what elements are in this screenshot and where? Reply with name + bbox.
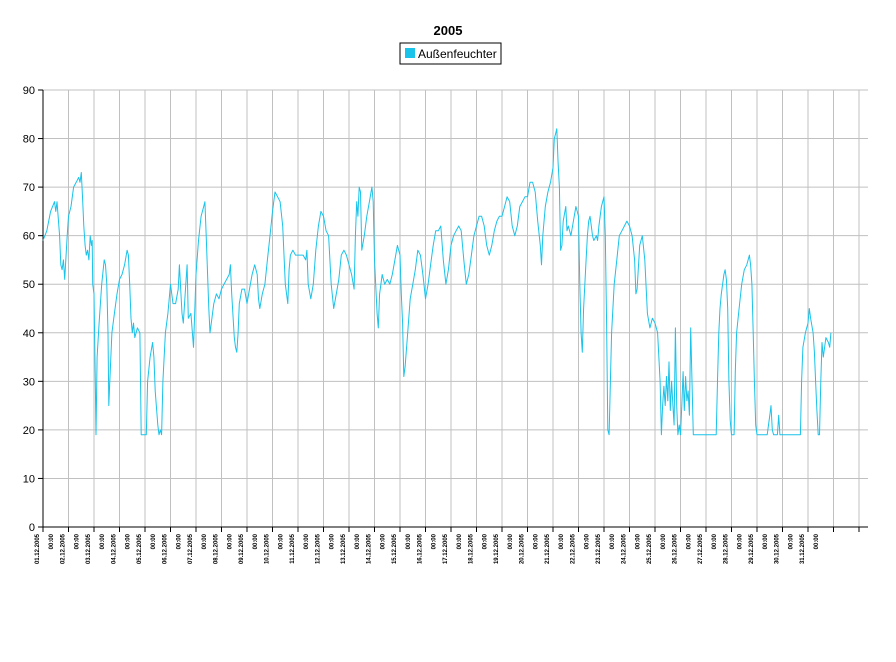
x-axis-ticks: 01.12.2005 00:00 02.12.2005 00:00 03.12.2005… xyxy=(35,527,860,564)
x-tick-label-time: 00:00 xyxy=(75,533,81,549)
x-tick-label-time: 00:00 xyxy=(610,533,616,549)
x-tick-label-time: 00:00 xyxy=(151,533,157,549)
y-tick-label: 10 xyxy=(23,473,35,485)
y-tick-label: 60 xyxy=(23,231,35,243)
x-tick-label-date: 15.12.2005 xyxy=(392,533,398,564)
x-tick-label-time: 00:00 xyxy=(661,533,667,549)
x-tick-label-date: 28.12.2005 xyxy=(724,533,730,564)
x-tick-label-time: 00:00 xyxy=(738,533,744,549)
y-tick-label: 90 xyxy=(23,85,35,97)
y-tick-label: 0 xyxy=(29,522,35,534)
x-tick-label-time: 00:00 xyxy=(457,533,463,549)
x-tick-label-time: 00:00 xyxy=(432,533,438,549)
x-tick-label-time: 00:00 xyxy=(126,533,132,549)
x-tick-label-date: 07.12.2005 xyxy=(188,533,194,564)
legend-swatch xyxy=(405,48,415,58)
x-tick-label-date: 17.12.2005 xyxy=(443,533,449,564)
y-tick-label: 20 xyxy=(23,425,35,437)
x-tick-label-time: 00:00 xyxy=(279,533,285,549)
x-tick-label-date: 14.12.2005 xyxy=(367,533,373,564)
x-tick-label-time: 00:00 xyxy=(100,533,106,549)
x-tick-label-date: 22.12.2005 xyxy=(571,533,577,564)
x-tick-label-date: 16.12.2005 xyxy=(418,533,424,564)
x-tick-label-time: 00:00 xyxy=(381,533,387,549)
x-tick-label-time: 00:00 xyxy=(304,533,310,549)
x-tick-label-time: 00:00 xyxy=(202,533,208,549)
x-tick-label-time: 00:00 xyxy=(585,533,591,549)
x-tick-label-date: 08.12.2005 xyxy=(214,533,220,564)
x-tick-label-time: 00:00 xyxy=(355,533,361,549)
x-tick-label-time: 00:00 xyxy=(508,533,514,549)
x-tick-label-date: 12.12.2005 xyxy=(316,533,322,564)
x-tick-label-time: 00:00 xyxy=(789,533,795,549)
x-tick-label-date: 25.12.2005 xyxy=(647,533,653,564)
x-tick-label-time: 00:00 xyxy=(177,533,183,549)
y-tick-label: 70 xyxy=(23,182,35,194)
x-tick-label-time: 00:00 xyxy=(330,533,336,549)
chart-title: 2005 xyxy=(434,23,463,38)
y-tick-label: 40 xyxy=(23,328,35,340)
x-tick-label-date: 05.12.2005 xyxy=(137,533,143,564)
y-tick-label: 50 xyxy=(23,279,35,291)
x-tick-label-date: 19.12.2005 xyxy=(494,533,500,564)
legend-box xyxy=(399,42,502,65)
x-tick-label-time: 00:00 xyxy=(49,533,55,549)
x-tick-label-date: 20.12.2005 xyxy=(520,533,526,564)
x-tick-label-date: 26.12.2005 xyxy=(673,533,679,564)
y-tick-label: 30 xyxy=(23,376,35,388)
x-tick-label-date: 21.12.2005 xyxy=(545,533,551,564)
x-tick-label-time: 00:00 xyxy=(687,533,693,549)
series-line xyxy=(42,128,832,436)
x-tick-label-time: 00:00 xyxy=(814,533,820,549)
x-tick-label-time: 00:00 xyxy=(534,533,540,549)
x-tick-label-date: 03.12.2005 xyxy=(86,533,92,564)
x-tick-label-date: 27.12.2005 xyxy=(698,533,704,564)
legend: Außenfeuchter xyxy=(399,42,502,65)
x-tick-label-time: 00:00 xyxy=(253,533,259,549)
x-tick-label-date: 02.12.2005 xyxy=(61,533,67,564)
series-group xyxy=(42,128,832,436)
x-tick-label-date: 30.12.2005 xyxy=(775,533,781,564)
x-tick-label-date: 01.12.2005 xyxy=(35,533,41,564)
x-tick-label-date: 04.12.2005 xyxy=(112,533,118,564)
x-tick-label-time: 00:00 xyxy=(483,533,489,549)
x-tick-label-date: 10.12.2005 xyxy=(265,533,271,564)
x-tick-label-date: 13.12.2005 xyxy=(341,533,347,564)
x-tick-label-date: 29.12.2005 xyxy=(749,533,755,564)
x-tick-label-time: 00:00 xyxy=(712,533,718,549)
x-tick-label-date: 24.12.2005 xyxy=(622,533,628,564)
x-tick-label-date: 06.12.2005 xyxy=(163,533,169,564)
y-axis-ticks: 0 10 20 30 40 50 60 70 80 90 xyxy=(23,85,43,534)
x-tick-label-time: 00:00 xyxy=(228,533,234,549)
x-tick-label-time: 00:00 xyxy=(763,533,769,549)
legend-label: Außenfeuchter xyxy=(418,47,497,61)
x-tick-label-date: 31.12.2005 xyxy=(800,533,806,564)
x-tick-label-date: 18.12.2005 xyxy=(469,533,475,564)
x-tick-label-date: 11.12.2005 xyxy=(290,533,296,563)
y-tick-label: 80 xyxy=(23,134,35,146)
x-tick-label-date: 09.12.2005 xyxy=(239,533,245,564)
axes xyxy=(42,90,868,528)
x-tick-label-time: 00:00 xyxy=(559,533,565,549)
x-tick-label-time: 00:00 xyxy=(406,533,412,549)
x-tick-label-time: 00:00 xyxy=(636,533,642,549)
x-tick-label-date: 23.12.2005 xyxy=(596,533,602,564)
